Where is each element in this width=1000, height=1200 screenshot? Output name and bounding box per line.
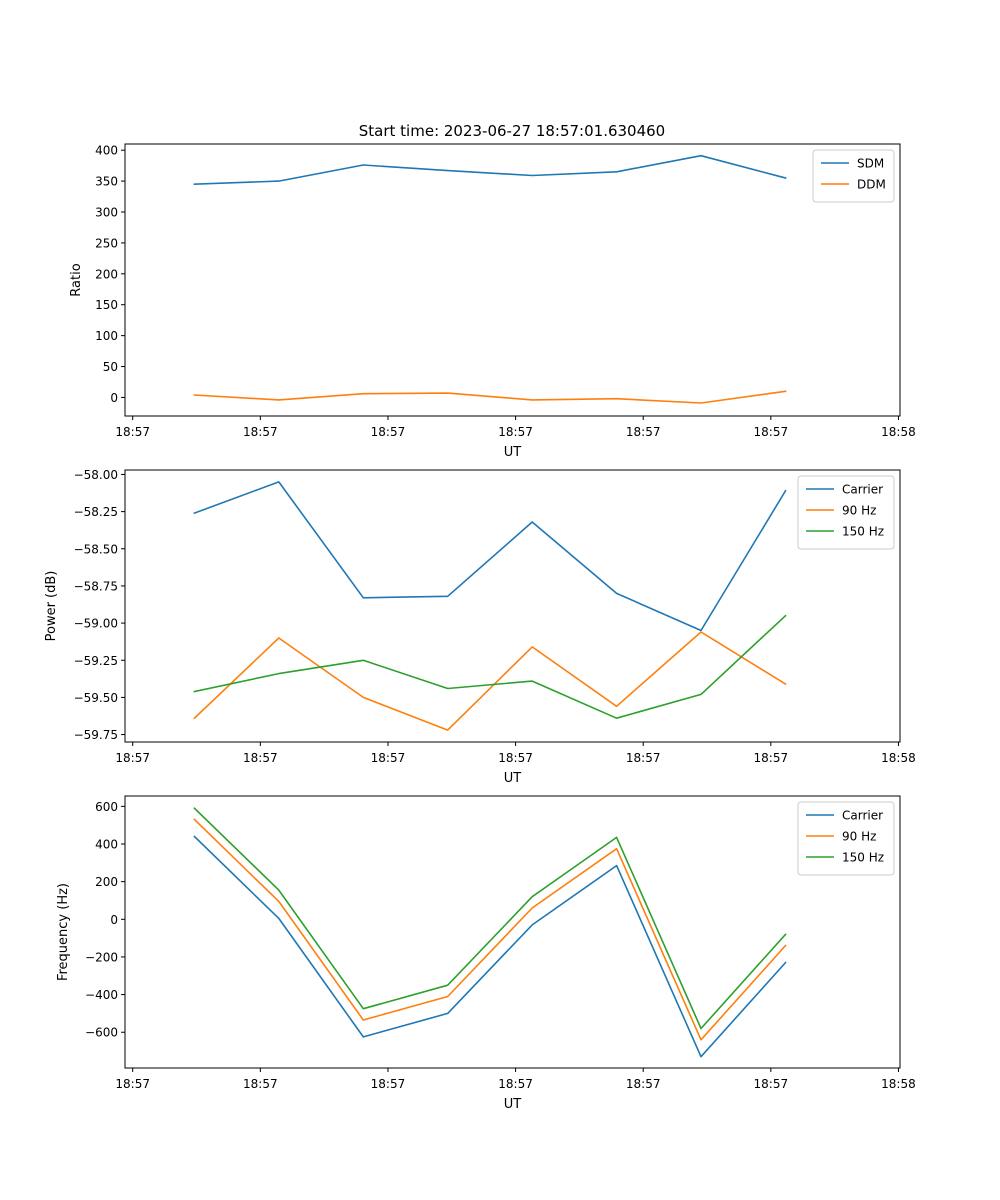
power-x-tick-label: 18:57	[498, 751, 533, 765]
ratio-y-tick-label: 150	[95, 298, 118, 312]
ratio-series-ddm-line	[193, 390, 787, 404]
frequency-y-tick-label: 600	[95, 800, 118, 814]
ratio-legend: SDM DDM	[812, 149, 895, 203]
frequency-series-150-hz-line	[193, 807, 787, 1030]
frequency-x-tick-label: 18:57	[754, 1077, 789, 1091]
ratio-x-tick-label: 18:57	[498, 425, 533, 439]
ratio-x-tick-label: 18:58	[881, 425, 916, 439]
power-y-tick-label: −58.25	[74, 505, 118, 519]
ratio-y-axis-label: Ratio	[69, 263, 84, 296]
ratio-y-tick-label: 350	[95, 175, 118, 189]
power-x-tick-label: 18:57	[115, 751, 150, 765]
frequency-x-tick-label: 18:57	[498, 1077, 533, 1091]
power-y-axis-label: Power (dB)	[44, 571, 59, 642]
ratio-y-tick-label: 50	[103, 360, 118, 374]
power-y-tick-label: −58.00	[74, 468, 118, 482]
figure-title: Start time: 2023-06-27 18:57:01.630460	[359, 122, 665, 140]
frequency-x-axis-label: UT	[504, 1097, 522, 1112]
ratio-axes-frame	[124, 143, 901, 417]
frequency-y-tick-label: −600	[85, 1026, 118, 1040]
ratio-series-sdm-line	[193, 154, 787, 186]
frequency-legend-label-carrier: Carrier	[842, 809, 883, 823]
ratio-y-tick-label: 200	[95, 267, 118, 281]
frequency-y-tick-label: −200	[85, 950, 118, 964]
ratio-x-tick-label: 18:57	[115, 425, 150, 439]
power-panel: 18:57 18:57 18:57 18:57 18:57 18:57 18:58 −59.7…	[44, 468, 916, 786]
frequency-legend: Carrier 90 Hz 150 Hz	[797, 801, 895, 876]
power-y-tick-label: −59.75	[74, 728, 118, 742]
frequency-x-tick-label: 18:57	[115, 1077, 150, 1091]
power-x-tick-label: 18:58	[881, 751, 916, 765]
ratio-x-tick-label: 18:57	[243, 425, 278, 439]
frequency-x-tick-label: 18:57	[626, 1077, 661, 1091]
frequency-y-tick-label: 0	[110, 913, 118, 927]
frequency-legend-label-150-hz: 150 Hz	[842, 851, 884, 865]
power-legend: Carrier 90 Hz 150 Hz	[797, 475, 895, 550]
frequency-y-tick-label: 400	[95, 838, 118, 852]
frequency-legend-label-90-hz: 90 Hz	[842, 830, 876, 844]
ratio-y-tick-label: 250	[95, 236, 118, 250]
ratio-legend-label-sdm: SDM	[857, 157, 884, 171]
frequency-series-90-hz-line	[193, 818, 787, 1041]
power-series-150-hz-line	[193, 614, 787, 720]
frequency-panel: 18:57 18:57 18:57 18:57 18:57 18:57 18:58 −600 −…	[56, 795, 916, 1112]
ratio-y-tick-label: 400	[95, 144, 118, 158]
power-legend-label-90-hz: 90 Hz	[842, 504, 876, 518]
power-x-tick-label: 18:57	[754, 751, 789, 765]
frequency-x-tick-label: 18:58	[881, 1077, 916, 1091]
power-axes-frame	[124, 469, 901, 743]
power-x-tick-label: 18:57	[243, 751, 278, 765]
power-y-tick-label: −59.00	[74, 617, 118, 631]
ratio-legend-label-ddm: DDM	[857, 178, 886, 192]
ratio-x-tick-label: 18:57	[371, 425, 406, 439]
ratio-x-tick-label: 18:57	[754, 425, 789, 439]
power-legend-label-carrier: Carrier	[842, 483, 883, 497]
ratio-y-tick-label: 0	[110, 391, 118, 405]
power-y-tick-label: −59.50	[74, 691, 118, 705]
frequency-x-tick-label: 18:57	[243, 1077, 278, 1091]
power-x-axis-label: UT	[504, 771, 522, 786]
ratio-x-tick-label: 18:57	[626, 425, 661, 439]
ratio-y-tick-label: 100	[95, 329, 118, 343]
ratio-x-axis-label: UT	[504, 445, 522, 460]
power-y-tick-label: −58.75	[74, 579, 118, 593]
ratio-y-tick-label: 300	[95, 206, 118, 220]
power-x-tick-label: 18:57	[371, 751, 406, 765]
frequency-axes-frame	[124, 795, 901, 1069]
frequency-series-carrier-line	[193, 835, 787, 1058]
frequency-y-tick-label: −400	[85, 988, 118, 1002]
power-legend-label-150-hz: 150 Hz	[842, 525, 884, 539]
power-x-tick-label: 18:57	[626, 751, 661, 765]
frequency-x-tick-label: 18:57	[371, 1077, 406, 1091]
ratio-panel: 18:57 18:57 18:57 18:57 18:57 18:57 18:58 0 50 10…	[69, 143, 916, 460]
frequency-y-axis-label: Frequency (Hz)	[56, 883, 71, 981]
power-series-carrier-line	[193, 481, 787, 632]
power-series-90-hz-line	[193, 631, 787, 731]
frequency-y-tick-label: 200	[95, 875, 118, 889]
power-y-tick-label: −58.50	[74, 542, 118, 556]
power-y-tick-label: −59.25	[74, 654, 118, 668]
